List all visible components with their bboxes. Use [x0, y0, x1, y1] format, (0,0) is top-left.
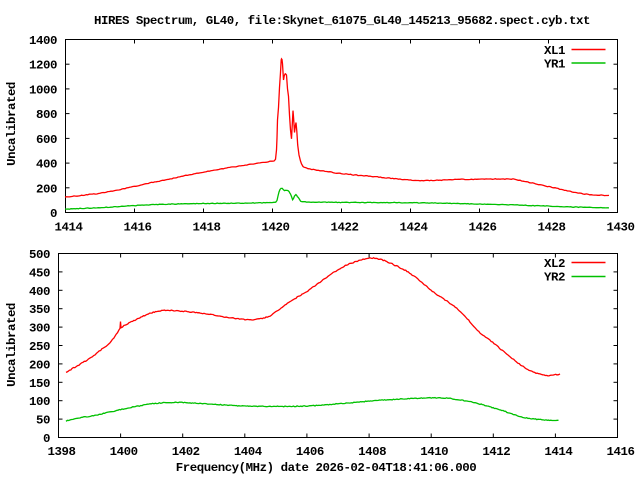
svg-text:YR2: YR2 [544, 271, 565, 285]
svg-text:YR1: YR1 [544, 58, 565, 72]
svg-text:800: 800 [36, 108, 57, 122]
svg-text:1406: 1406 [296, 445, 324, 459]
svg-text:1420: 1420 [262, 221, 290, 235]
svg-text:450: 450 [29, 266, 50, 280]
svg-text:1402: 1402 [172, 445, 200, 459]
svg-text:1410: 1410 [420, 445, 448, 459]
svg-text:1414: 1414 [544, 445, 573, 459]
svg-text:1000: 1000 [29, 83, 57, 97]
svg-text:1416: 1416 [607, 445, 635, 459]
svg-text:500: 500 [29, 248, 50, 262]
svg-text:0: 0 [43, 432, 50, 446]
svg-text:Uncalibrated: Uncalibrated [5, 82, 19, 166]
svg-text:1422: 1422 [331, 221, 359, 235]
svg-text:1428: 1428 [538, 221, 566, 235]
svg-text:HIRES Spectrum, GL40, file:Sky: HIRES Spectrum, GL40, file:Skynet_61075_… [94, 14, 590, 28]
svg-text:1430: 1430 [607, 221, 635, 235]
svg-text:1424: 1424 [400, 221, 429, 235]
svg-text:XL1: XL1 [544, 44, 565, 58]
svg-text:350: 350 [29, 303, 50, 317]
svg-text:1200: 1200 [29, 59, 57, 73]
svg-text:Uncalibrated: Uncalibrated [5, 303, 19, 387]
svg-text:400: 400 [36, 158, 57, 172]
svg-text:1416: 1416 [124, 221, 152, 235]
svg-text:0: 0 [50, 207, 57, 221]
svg-text:1404: 1404 [234, 445, 263, 459]
svg-text:1400: 1400 [110, 445, 138, 459]
svg-text:1414: 1414 [55, 221, 84, 235]
svg-text:400: 400 [29, 285, 50, 299]
svg-text:100: 100 [29, 395, 50, 409]
svg-text:600: 600 [36, 133, 57, 147]
svg-text:XL2: XL2 [544, 257, 565, 271]
svg-text:1400: 1400 [29, 34, 57, 48]
svg-text:250: 250 [29, 340, 50, 354]
svg-text:1418: 1418 [193, 221, 221, 235]
svg-text:150: 150 [29, 377, 50, 391]
svg-text:200: 200 [36, 182, 57, 196]
svg-text:200: 200 [29, 358, 50, 372]
svg-text:300: 300 [29, 322, 50, 336]
svg-text:1412: 1412 [482, 445, 510, 459]
svg-text:1408: 1408 [358, 445, 386, 459]
svg-text:Frequency(MHz) date 2026-02-04: Frequency(MHz) date 2026-02-04T18:41:06.… [176, 461, 476, 475]
svg-text:1426: 1426 [469, 221, 497, 235]
svg-text:50: 50 [36, 414, 50, 428]
svg-text:1398: 1398 [48, 445, 76, 459]
